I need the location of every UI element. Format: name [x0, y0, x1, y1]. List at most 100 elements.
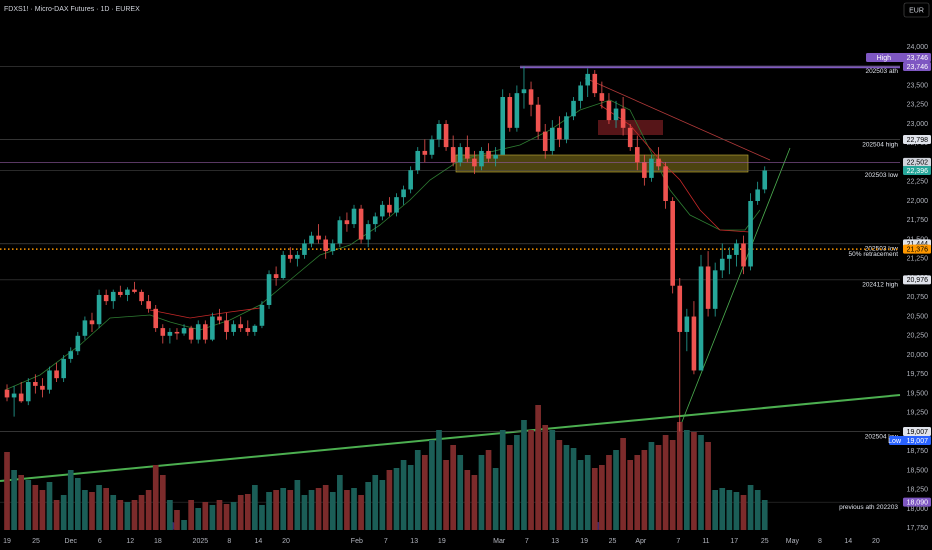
candle-body: [719, 258, 725, 271]
x-tick-label: 25: [761, 538, 769, 545]
candle-body: [103, 294, 109, 302]
y-tick-label: 18,750: [907, 448, 929, 455]
volume-bar: [691, 432, 697, 530]
candle-body: [401, 189, 406, 198]
candle-body: [96, 294, 102, 325]
candle-body: [585, 73, 591, 86]
volume-bar: [351, 488, 357, 530]
x-tick-label: 18: [154, 538, 162, 545]
supply-zone: [455, 154, 749, 173]
volume-bar: [563, 445, 570, 530]
x-tick-label: May: [786, 538, 800, 545]
candle-body: [712, 270, 718, 309]
candle-body: [40, 385, 45, 390]
volume-bar: [103, 488, 109, 530]
volume-bar: [492, 468, 499, 530]
y-tick-label: 23,500: [907, 82, 929, 89]
high-title: High: [877, 55, 892, 62]
candle-body: [139, 291, 144, 302]
candle-body: [734, 243, 739, 255]
candle-body: [380, 204, 385, 217]
price-axis: 24,00023,75023,50023,25023,00022,75022,5…: [866, 44, 931, 532]
candle-body: [295, 254, 300, 259]
candle-body: [61, 358, 66, 379]
candle-body: [465, 147, 470, 159]
candle-body: [620, 108, 626, 128]
level-tag: 22,396: [907, 168, 929, 175]
volume-bar: [379, 480, 386, 530]
candle-body: [507, 97, 513, 128]
candle-body: [486, 150, 491, 159]
volume-bar: [733, 492, 740, 530]
candle-body: [351, 208, 357, 225]
x-tick-label: 8: [227, 538, 231, 545]
chart-title: FDXS1! · Micro-DAX Futures · 1D · EUREX: [4, 6, 140, 13]
candle-body: [195, 324, 201, 340]
candle-body: [493, 154, 498, 159]
volume-bar: [167, 500, 173, 530]
x-tick-label: 13: [551, 538, 559, 545]
candle-body: [649, 158, 654, 178]
candle-body: [450, 147, 456, 163]
level-tag: 18,090: [907, 500, 929, 507]
trendline: [677, 147, 791, 433]
y-tick-label: 20,250: [907, 333, 929, 340]
candle-body: [273, 274, 279, 279]
candle-body: [25, 382, 31, 402]
candle-body: [337, 220, 343, 244]
candle-body: [146, 301, 151, 309]
candle-body: [748, 201, 753, 267]
volume-bar: [294, 480, 301, 530]
volume-bar: [209, 505, 216, 530]
volume-bar: [181, 520, 187, 530]
volume-bar: [634, 455, 641, 530]
candle-body: [18, 393, 24, 402]
candle-body: [394, 197, 399, 213]
volume-bar: [577, 460, 584, 530]
volume-bar: [188, 500, 194, 530]
y-tick-label: 18,250: [907, 487, 929, 494]
volume-bar: [223, 504, 230, 530]
volume-bar: [25, 480, 32, 530]
volume-bar: [556, 440, 563, 530]
candle-body: [259, 304, 265, 326]
y-tick-label: 18,000: [907, 506, 929, 513]
volume-bar: [471, 475, 478, 530]
candle-body: [415, 150, 421, 171]
volume-bar: [18, 475, 25, 530]
volume-bar: [754, 490, 761, 530]
candle-body: [677, 285, 683, 332]
candle-body: [125, 289, 130, 295]
candle-body: [741, 243, 746, 267]
volume-bar: [4, 452, 10, 530]
volume-bar: [287, 490, 294, 530]
candle-body: [316, 235, 321, 240]
candle-body: [287, 254, 293, 259]
currency[interactable]: EUR: [909, 7, 924, 14]
volume-bar: [641, 450, 648, 530]
candle-body: [599, 93, 605, 101]
volume-bar: [96, 485, 102, 530]
x-tick-label: 7: [676, 538, 680, 545]
candle-body: [266, 274, 272, 305]
x-tick-label: 19: [580, 538, 588, 545]
y-tick-label: 24,000: [907, 44, 929, 51]
volume-bar: [747, 485, 754, 530]
candle-body: [691, 316, 697, 371]
currency-button[interactable]: [903, 2, 930, 18]
y-tick-label: 21,250: [907, 256, 929, 263]
level-tag-bg: [903, 165, 931, 175]
volume-bar: [53, 500, 60, 530]
candle-body: [280, 254, 286, 279]
level-note: previous ath 202203: [839, 504, 898, 511]
candle-body: [344, 220, 350, 225]
candle-body: [160, 328, 166, 336]
x-tick-label: 7: [384, 538, 388, 545]
level-note: 202503 ath: [865, 68, 898, 75]
y-tick-label: 23,000: [907, 121, 929, 128]
volume-bar: [174, 510, 180, 530]
y-tick-label: 19,750: [907, 371, 929, 378]
candle-body: [564, 116, 569, 140]
volume-bar: [89, 492, 95, 530]
volume-bar: [202, 502, 209, 530]
